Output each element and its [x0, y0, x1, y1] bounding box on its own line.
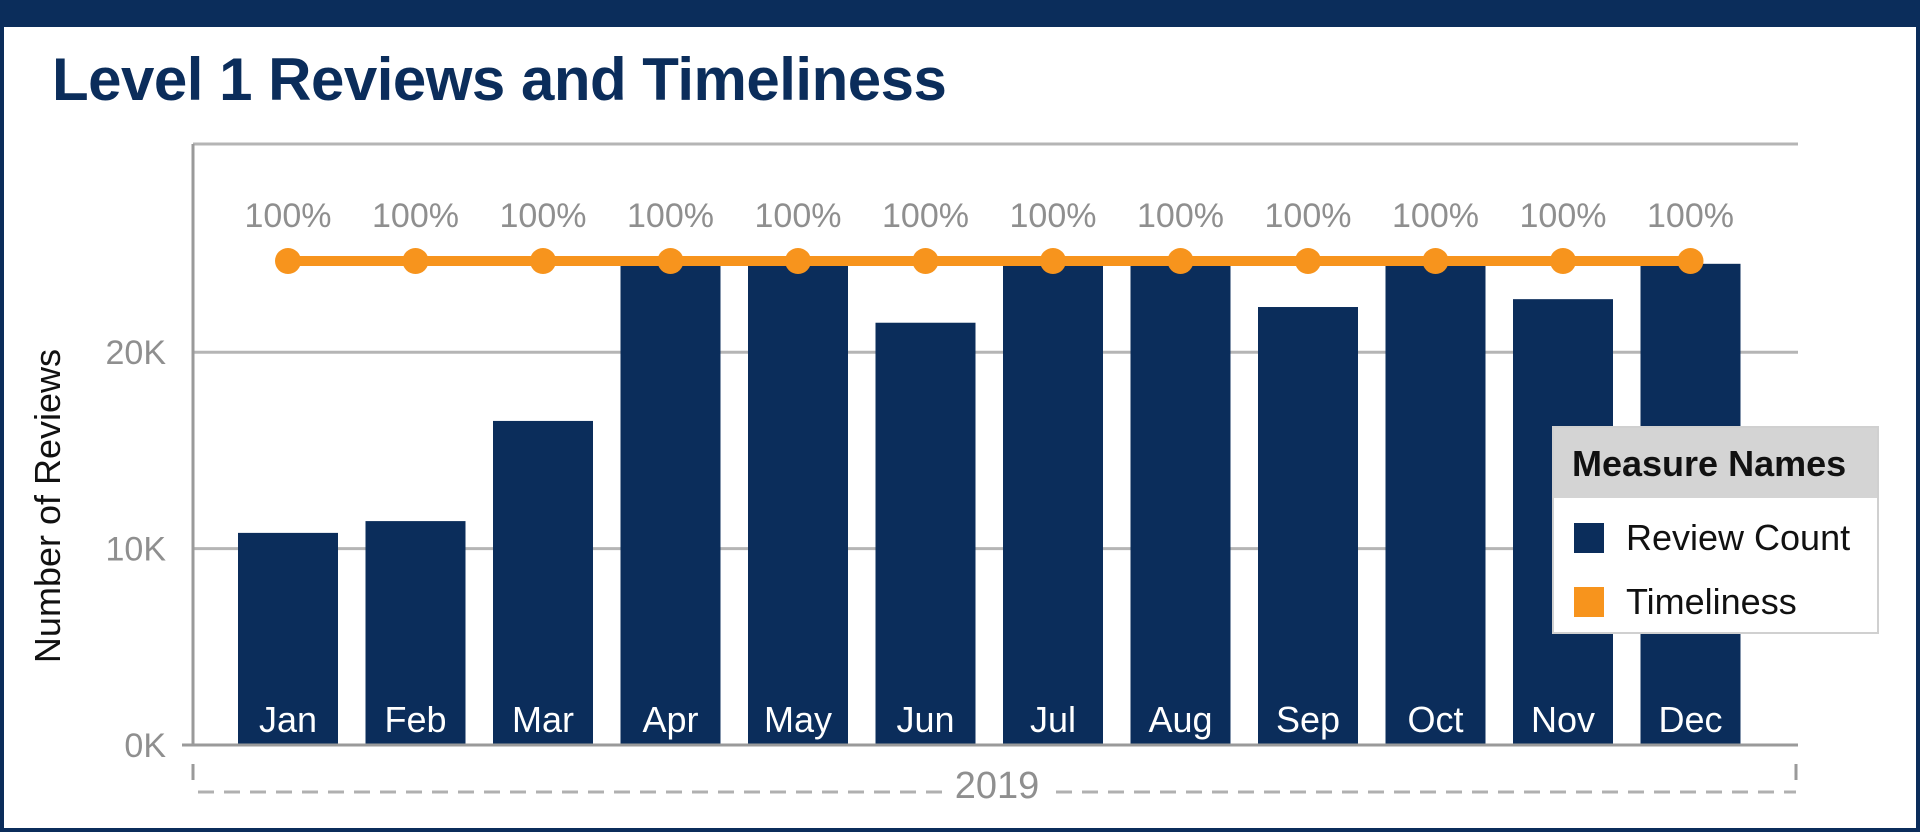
y-axis-label: Number of Reviews: [27, 348, 68, 664]
x-tick-label: Aug: [1148, 699, 1212, 740]
bar-aug[interactable]: [1130, 263, 1231, 745]
legend-title: Measure Names: [1554, 428, 1877, 498]
x-tick-label: Jul: [1030, 699, 1076, 740]
bar-mar[interactable]: [493, 420, 593, 745]
y-tick-label: 10K: [106, 531, 167, 569]
timeliness-data-label: 100%: [1137, 197, 1224, 235]
timeliness-point-mar[interactable]: [530, 248, 556, 274]
x-tick-label: Oct: [1407, 699, 1463, 740]
bar-oct[interactable]: [1385, 263, 1486, 745]
timeliness-point-jul[interactable]: [1040, 248, 1066, 274]
top-bar: [0, 0, 1920, 27]
y-tick-label: 20K: [106, 334, 167, 372]
y-tick-label: 0K: [124, 727, 166, 765]
timeliness-point-dec[interactable]: [1677, 248, 1704, 274]
timeliness-point-apr[interactable]: [657, 248, 684, 274]
legend-swatch-timeliness: [1574, 587, 1604, 617]
timeliness-point-feb[interactable]: [402, 248, 429, 274]
labels-layer: 100% 100% 100% 100% 100% 100% 100% 100% 100% 100%…: [245, 197, 1734, 740]
timeliness-data-label: 100%: [1647, 197, 1734, 235]
timeliness-data-label: 100%: [1265, 197, 1352, 235]
timeliness-line-layer: [275, 248, 1704, 274]
bar-sep[interactable]: [1258, 307, 1358, 745]
bar-feb[interactable]: [365, 521, 466, 745]
bar-apr[interactable]: [620, 263, 721, 745]
legend-item-review-count[interactable]: Review Count: [1574, 517, 1851, 558]
timeliness-point-jan[interactable]: [275, 248, 301, 274]
bar-jun[interactable]: [875, 322, 976, 745]
x-tick-label: Apr: [642, 699, 698, 740]
bar-may[interactable]: [748, 263, 848, 745]
x-tick-label: Nov: [1531, 699, 1595, 740]
bars-layer: [238, 263, 1741, 745]
timeliness-point-may[interactable]: [785, 248, 811, 274]
timeliness-data-label: 100%: [500, 197, 587, 235]
timeliness-data-label: 100%: [372, 197, 459, 235]
timeliness-data-label: 100%: [245, 197, 332, 235]
timeliness-data-label: 100%: [1520, 197, 1607, 235]
x-tick-label: Sep: [1276, 699, 1340, 740]
axis-layer: 0K 10K 20K 2019: [106, 144, 1798, 807]
x-axis-label: 2019: [955, 765, 1040, 807]
timeliness-point-oct[interactable]: [1422, 248, 1449, 274]
legend-swatch-review-count: [1574, 523, 1604, 553]
page-title: Level 1 Reviews and Timeliness: [52, 46, 947, 113]
timeliness-point-jun[interactable]: [912, 248, 939, 274]
bar-jan[interactable]: [238, 532, 338, 745]
x-tick-label: Jan: [259, 699, 317, 740]
x-tick-label: Feb: [384, 699, 446, 740]
legend-label-review-count: Review Count: [1626, 517, 1851, 558]
timeliness-data-label: 100%: [1010, 197, 1097, 235]
timeliness-data-label: 100%: [1392, 197, 1479, 235]
legend-item-timeliness[interactable]: Timeliness: [1574, 581, 1797, 622]
timeliness-point-aug[interactable]: [1167, 248, 1194, 274]
timeliness-point-nov[interactable]: [1550, 248, 1576, 274]
x-tick-label: Dec: [1658, 699, 1722, 740]
timeliness-data-label: 100%: [755, 197, 842, 235]
legend: Measure Names Review Count Timeliness: [1552, 426, 1879, 634]
x-tick-label: Jun: [896, 699, 954, 740]
legend-label-timeliness: Timeliness: [1626, 581, 1797, 622]
x-tick-label: Mar: [512, 699, 574, 740]
timeliness-data-label: 100%: [627, 197, 714, 235]
x-tick-label: May: [764, 699, 832, 740]
timeliness-data-label: 100%: [882, 197, 969, 235]
timeliness-point-sep[interactable]: [1295, 248, 1321, 274]
bar-jul[interactable]: [1003, 263, 1103, 745]
